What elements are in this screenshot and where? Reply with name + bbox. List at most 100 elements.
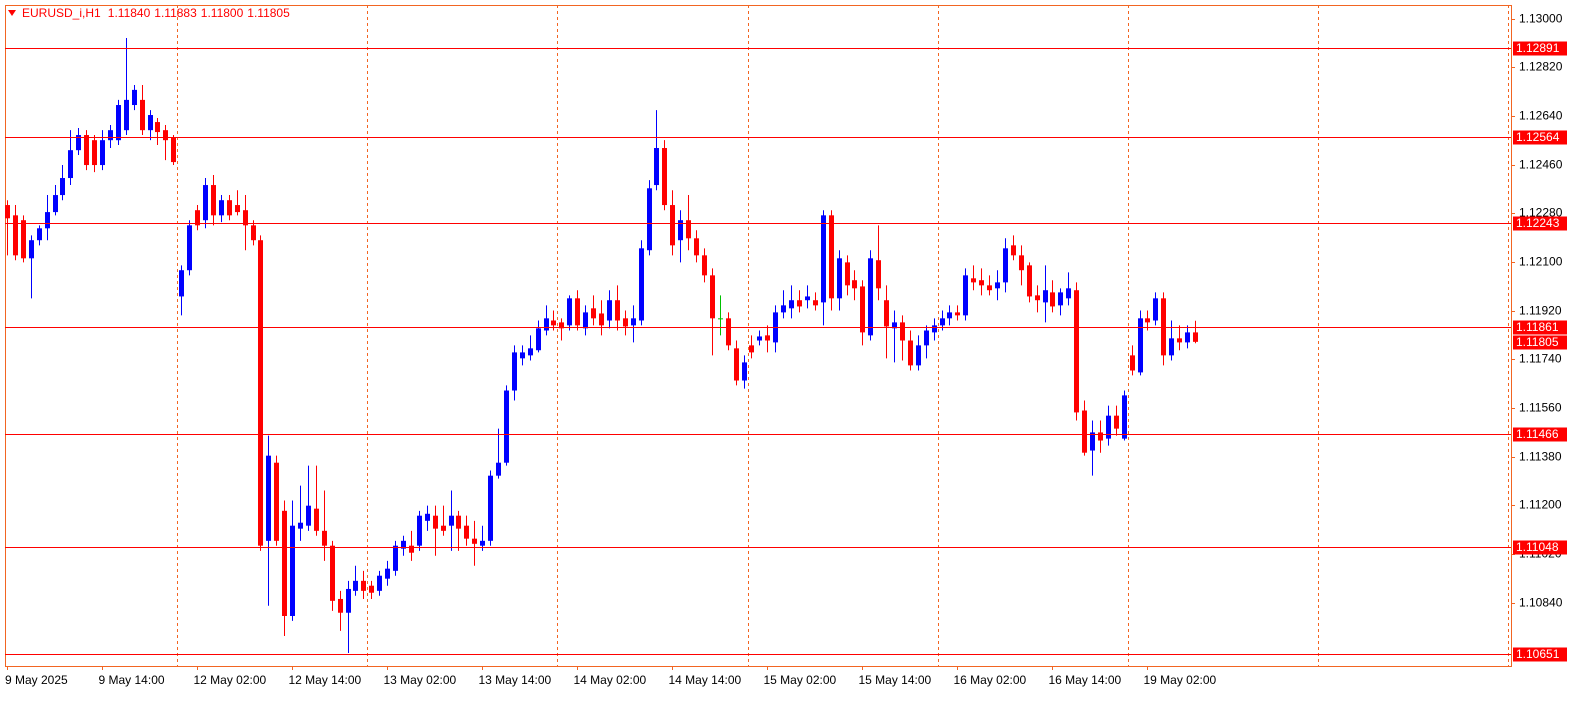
candle-body — [615, 300, 620, 321]
level-box — [1513, 130, 1567, 145]
candle-body — [797, 300, 802, 307]
candle-body — [45, 212, 50, 229]
candle-body — [369, 585, 374, 593]
candle-body — [76, 135, 81, 151]
level-label: 1.12243 — [1516, 216, 1560, 230]
candle-body — [971, 278, 976, 283]
candle-body — [567, 298, 572, 326]
menu-triangle — [8, 10, 16, 16]
candle-body — [298, 522, 303, 529]
level-label: 1.10651 — [1516, 647, 1560, 661]
candle-body — [401, 540, 406, 549]
candle-body — [1074, 290, 1079, 413]
level-box — [1513, 41, 1567, 56]
candle-body — [829, 215, 834, 299]
x-tick-label: 16 May 14:00 — [1049, 673, 1122, 687]
day-separators — [177, 5, 1509, 666]
candle-body — [100, 140, 105, 166]
candle-body — [155, 122, 160, 133]
candle-body — [464, 525, 469, 539]
candle-body — [821, 215, 826, 303]
candle-body — [1106, 415, 1111, 439]
candle-body — [631, 318, 636, 326]
y-axis: 1.13000 1.12820 1.12640 1.12460 1.12280 1.121… — [1511, 12, 1563, 610]
candle-body — [290, 525, 295, 616]
candle-body — [393, 545, 398, 571]
candle-body — [187, 225, 192, 271]
candle-body — [227, 200, 232, 216]
candle-body — [306, 505, 311, 526]
candle-body — [559, 322, 564, 329]
y-tick-label: 1.12820 — [1519, 60, 1563, 74]
x-tick-label: 9 May 14:00 — [99, 673, 165, 687]
y-tick-label: 1.12100 — [1519, 255, 1563, 269]
last-price-label: 1.11805 — [1516, 335, 1559, 349]
ohlc-high: 1.11883 — [154, 6, 197, 20]
levels: 1.12891 1.12564 1.12243 1.11861 1.11466 1.110… — [5, 41, 1567, 662]
candle-body — [203, 185, 208, 221]
candle-body — [417, 515, 422, 546]
candle-body — [496, 462, 501, 476]
candle-body — [1185, 332, 1190, 343]
candle-body — [92, 140, 97, 166]
y-tick-label: 1.11380 — [1519, 450, 1562, 464]
candle-body — [1035, 295, 1040, 301]
y-tick-label: 1.12640 — [1519, 109, 1563, 123]
ohlc-close: 1.11805 — [247, 6, 290, 20]
x-axis: 9 May 2025 9 May 14:00 12 May 02:00 12 May … — [5, 666, 1217, 687]
candle-body — [472, 538, 477, 544]
candle-body — [456, 515, 461, 529]
x-tick-label: 9 May 2025 — [5, 673, 68, 687]
candle-body — [243, 210, 248, 226]
candle-body — [433, 515, 438, 529]
x-tick-label: 19 May 02:00 — [1144, 673, 1217, 687]
y-tick-label: 1.13000 — [1519, 12, 1563, 26]
y-tick-label: 1.11200 — [1519, 498, 1562, 512]
candle-body — [1043, 290, 1048, 303]
candle-body — [1177, 338, 1182, 343]
candle-body — [757, 336, 762, 341]
candle-body — [1122, 395, 1127, 439]
candle-body — [512, 352, 517, 391]
candle-body — [274, 462, 279, 541]
candle-body — [884, 300, 889, 327]
candle-body — [60, 178, 65, 196]
candle-body — [68, 150, 73, 179]
candle-body — [377, 575, 382, 591]
chart-header: EURUSD_i,H1 1.11840 1.11883 1.11800 1.11805 — [22, 6, 290, 20]
level-box — [1513, 540, 1567, 555]
candle-body — [639, 248, 644, 321]
candle-body — [195, 210, 200, 226]
y-tick-label: 1.12460 — [1519, 158, 1563, 172]
x-tick-label: 15 May 02:00 — [764, 673, 837, 687]
candle-body — [686, 220, 691, 239]
candle-body — [258, 240, 263, 546]
candle-body — [480, 540, 485, 546]
candle-body — [21, 220, 26, 259]
candle-body — [1138, 318, 1143, 373]
candle-body — [702, 255, 707, 276]
x-tick-label: 13 May 14:00 — [479, 673, 552, 687]
candle-body — [726, 318, 731, 346]
candle-body — [789, 300, 794, 309]
candle-body — [805, 296, 810, 301]
candle-body — [504, 390, 509, 463]
candle-body — [837, 258, 842, 299]
ohlc-low: 1.11800 — [201, 6, 244, 20]
candle-body — [488, 475, 493, 541]
level-label: 1.11861 — [1516, 320, 1559, 334]
candle-body — [860, 286, 865, 333]
candle-body — [852, 280, 857, 289]
candle-body — [1161, 298, 1166, 356]
y-tick-label: 1.10840 — [1519, 596, 1563, 610]
candle-body — [108, 130, 113, 141]
candle-body — [1011, 245, 1016, 256]
candle-body — [1090, 432, 1095, 451]
candle-body — [734, 348, 739, 381]
x-tick-label: 12 May 02:00 — [194, 673, 267, 687]
x-tick-label: 14 May 14:00 — [669, 673, 742, 687]
candle-body — [84, 135, 89, 166]
candle-body — [1058, 292, 1063, 306]
candle-body — [623, 318, 628, 327]
